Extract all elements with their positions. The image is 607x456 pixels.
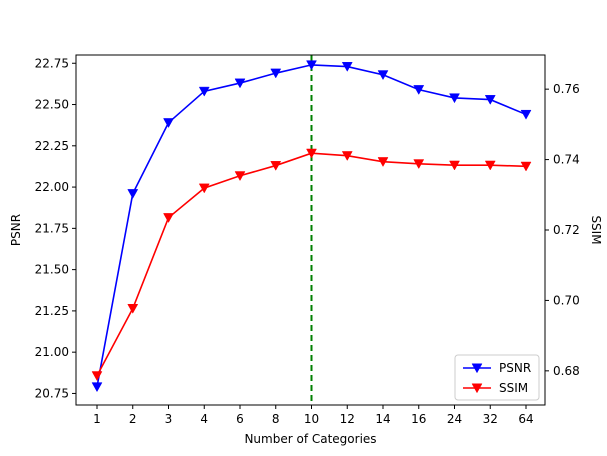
ssim-point [306, 148, 317, 159]
plot-frame [75, 54, 546, 406]
x-tick-label: 2 [129, 412, 137, 426]
x-tick-label: 1 [93, 412, 101, 426]
legend: PSNR SSIM [454, 354, 540, 401]
ssim-point [270, 161, 282, 171]
psnr-point [520, 109, 532, 120]
y-left-tick-label: 20.75 [35, 386, 69, 400]
y-left-tick-label: 21.25 [35, 304, 69, 318]
x-tick-label: 32 [483, 412, 498, 426]
y-left-tick-label: 21.75 [35, 221, 69, 235]
ssim-point [413, 159, 425, 170]
psnr-point [484, 95, 496, 105]
series-ssim [91, 148, 532, 382]
series-psnr [91, 60, 532, 393]
y-right-tick-label: 0.72 [553, 223, 580, 237]
psnr-point [270, 68, 282, 79]
psnr-point [449, 93, 460, 104]
ssim-point [520, 161, 532, 172]
x-tick-label: 16 [411, 412, 426, 426]
y-left-tick-label: 22.50 [35, 98, 69, 112]
ssim-point [484, 160, 496, 171]
y-right-tick-label: 0.76 [553, 82, 580, 96]
psnr-point [377, 70, 389, 81]
psnr-point [163, 118, 174, 128]
psnr-point [91, 382, 103, 393]
x-tick-label: 12 [340, 412, 355, 426]
ssim-point [91, 371, 103, 382]
y-left-tick-label: 22.75 [35, 56, 69, 70]
ssim-point [163, 213, 174, 223]
y-left-tick-label: 22.00 [35, 180, 69, 194]
y-axis-right-label: SSIM [589, 215, 603, 244]
ssim-point [377, 157, 389, 167]
y-left-tick-label: 21.50 [35, 263, 69, 277]
x-tick-label: 6 [236, 412, 244, 426]
x-tick-label: 64 [518, 412, 533, 426]
psnr-point [234, 78, 246, 89]
ssim-point [127, 304, 139, 314]
psnr-point [306, 60, 317, 71]
psnr-point [413, 85, 425, 95]
x-tick-label: 10 [304, 412, 319, 426]
legend-label: SSIM [499, 381, 528, 395]
x-tick-label: 8 [272, 412, 280, 426]
x-tick-label: 14 [375, 412, 390, 426]
ssim-point [341, 151, 353, 161]
y-right-tick-label: 0.70 [553, 293, 580, 307]
y-right-tick-label: 0.68 [553, 364, 580, 378]
ssim-point [449, 160, 460, 171]
ssim-point [234, 171, 246, 182]
x-tick-label: 3 [165, 412, 173, 426]
y-axis-left-label: PSNR [9, 214, 23, 246]
psnr-point [127, 189, 139, 199]
x-tick-label: 4 [200, 412, 208, 426]
x-axis-label: Number of Categories [244, 432, 376, 446]
y-left-tick-label: 22.25 [35, 139, 69, 153]
ssim-point [198, 183, 210, 194]
legend-swatch-marker [471, 383, 483, 394]
y-left-tick-label: 21.00 [35, 345, 69, 359]
psnr-point [341, 62, 353, 72]
psnr-point [198, 86, 210, 97]
legend-swatch-marker [471, 363, 483, 374]
legend-label: PSNR [499, 361, 531, 375]
y-right-tick-label: 0.74 [553, 153, 580, 167]
x-tick-label: 24 [447, 412, 462, 426]
